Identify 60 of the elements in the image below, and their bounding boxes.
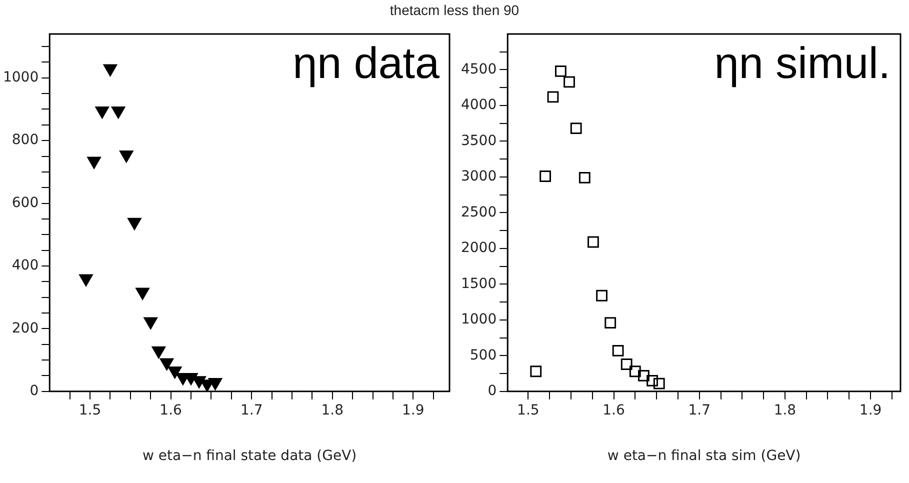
point bbox=[168, 366, 182, 378]
point bbox=[612, 344, 624, 356]
y-tick-label: 400 bbox=[12, 258, 39, 274]
x-tick-label: 1.5 bbox=[517, 402, 540, 418]
point bbox=[564, 76, 575, 88]
point bbox=[547, 91, 559, 103]
y-tick-label: 500 bbox=[470, 347, 497, 364]
y-tick-label: 200 bbox=[12, 320, 39, 336]
point bbox=[208, 378, 222, 390]
point bbox=[530, 366, 542, 378]
point bbox=[578, 172, 590, 184]
y-tick-label: 0 bbox=[30, 383, 39, 400]
y-tick-label: 1000 bbox=[2, 70, 39, 86]
x-tick-label: 1.7 bbox=[688, 402, 710, 418]
point bbox=[646, 374, 658, 386]
y-tick-label: 0 bbox=[488, 383, 497, 400]
y-tick-label: 4000 bbox=[460, 97, 497, 114]
point bbox=[570, 122, 582, 134]
x-tick-label: 1.9 bbox=[859, 402, 882, 418]
chart-title: thetacm less then 90 bbox=[388, 2, 520, 18]
point bbox=[629, 366, 641, 378]
y-tick-label: 2000 bbox=[460, 240, 497, 256]
x-tick-label: 1.6 bbox=[602, 402, 625, 418]
point bbox=[160, 358, 174, 370]
y-tick-label: 1000 bbox=[460, 312, 497, 328]
point bbox=[144, 317, 158, 330]
x-tick-label: 1.8 bbox=[321, 402, 344, 418]
point bbox=[540, 170, 551, 182]
point bbox=[79, 274, 93, 286]
point bbox=[653, 378, 665, 390]
point bbox=[638, 370, 650, 382]
x-tick-label: 1.7 bbox=[240, 402, 263, 418]
point bbox=[620, 358, 632, 370]
x-axis-title: w eta−n final sta sim (GeV) bbox=[607, 448, 801, 464]
x-tick-label: 1.9 bbox=[402, 402, 424, 418]
point bbox=[554, 65, 566, 77]
point bbox=[87, 156, 101, 169]
y-tick-label: 2500 bbox=[460, 204, 497, 220]
annotation: ηn data bbox=[292, 39, 440, 88]
point bbox=[128, 218, 142, 230]
y-tick-label: 3000 bbox=[460, 168, 497, 185]
point bbox=[111, 106, 126, 119]
x-tick-label: 1.6 bbox=[160, 402, 182, 418]
point bbox=[120, 150, 134, 162]
x-tick-label: 1.8 bbox=[774, 402, 796, 418]
point bbox=[604, 317, 616, 328]
y-tick-label: 800 bbox=[12, 132, 39, 148]
y-tick-label: 600 bbox=[12, 194, 39, 211]
point bbox=[596, 290, 608, 302]
point bbox=[136, 288, 150, 300]
point bbox=[152, 346, 166, 358]
y-tick-label: 1500 bbox=[460, 276, 497, 292]
point bbox=[103, 64, 118, 76]
x-axis-title: w eta−n final state data (GeV) bbox=[142, 448, 357, 464]
x-tick-label: 1.5 bbox=[78, 402, 102, 418]
point bbox=[588, 236, 599, 248]
annotation: ηn simul. bbox=[714, 39, 890, 88]
point bbox=[95, 106, 109, 119]
y-tick-label: 3500 bbox=[460, 132, 497, 149]
y-tick-label: 4500 bbox=[460, 61, 497, 78]
